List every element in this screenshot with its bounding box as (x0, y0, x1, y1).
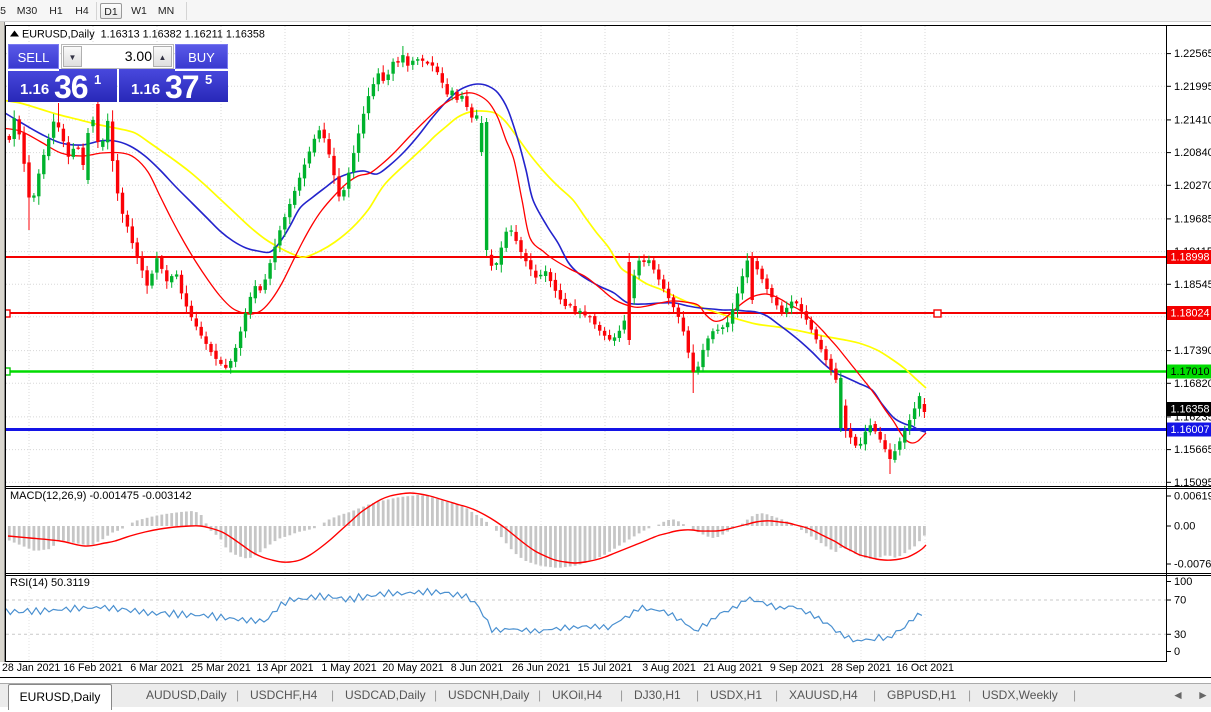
svg-text:30: 30 (1174, 629, 1186, 641)
svg-text:1.16358: 1.16358 (1171, 404, 1210, 416)
svg-text:1.17390: 1.17390 (1174, 345, 1211, 357)
svg-text:13 Apr 2021: 13 Apr 2021 (256, 662, 313, 674)
svg-text:1.21410: 1.21410 (1174, 114, 1211, 126)
svg-text:RSI(14) 50.3119: RSI(14) 50.3119 (10, 577, 90, 589)
svg-text:16 Oct 2021: 16 Oct 2021 (896, 662, 954, 674)
svg-text:1.16007: 1.16007 (1171, 424, 1210, 436)
svg-text:1.17010: 1.17010 (1171, 366, 1210, 378)
svg-text:8 Jun 2021: 8 Jun 2021 (451, 662, 504, 674)
svg-text:16 Feb 2021: 16 Feb 2021 (63, 662, 123, 674)
svg-text:28 Jan 2021: 28 Jan 2021 (2, 662, 60, 674)
svg-text:1.22565: 1.22565 (1174, 48, 1211, 60)
svg-text:3 Aug 2021: 3 Aug 2021 (642, 662, 696, 674)
svg-text:25 Mar 2021: 25 Mar 2021 (191, 662, 251, 674)
svg-text:1.18545: 1.18545 (1174, 279, 1211, 291)
svg-text:26 Jun 2021: 26 Jun 2021 (512, 662, 570, 674)
svg-text:9 Sep 2021: 9 Sep 2021 (770, 662, 824, 674)
svg-text:1.16820: 1.16820 (1174, 378, 1211, 390)
svg-text:1.20840: 1.20840 (1174, 147, 1211, 159)
svg-text:MACD(12,26,9) -0.001475 -0.003: MACD(12,26,9) -0.001475 -0.003142 (10, 490, 192, 502)
svg-text:1.15665: 1.15665 (1174, 444, 1211, 456)
svg-text:1.20270: 1.20270 (1174, 180, 1211, 192)
svg-text:20 May 2021: 20 May 2021 (382, 662, 443, 674)
svg-text:15 Jul 2021: 15 Jul 2021 (578, 662, 633, 674)
svg-text:1.19685: 1.19685 (1174, 213, 1211, 225)
svg-text:1.15095: 1.15095 (1174, 477, 1211, 489)
svg-text:1 May 2021: 1 May 2021 (321, 662, 376, 674)
svg-text:0.00: 0.00 (1174, 521, 1195, 533)
svg-text:28 Sep 2021: 28 Sep 2021 (831, 662, 891, 674)
svg-text:EURUSD,Daily 1.16313 1.16382: EURUSD,Daily 1.16313 1.16382 1.16211 1.1… (22, 29, 265, 41)
svg-text:0: 0 (1174, 646, 1180, 658)
svg-text:6 Mar 2021: 6 Mar 2021 (130, 662, 184, 674)
svg-text:21 Aug 2021: 21 Aug 2021 (703, 662, 763, 674)
svg-text:100: 100 (1174, 576, 1192, 588)
svg-text:-0.007621: -0.007621 (1174, 559, 1211, 571)
svg-text:1.18024: 1.18024 (1171, 308, 1210, 320)
svg-text:1.18998: 1.18998 (1171, 252, 1210, 264)
svg-text:70: 70 (1174, 595, 1186, 607)
svg-text:1.21995: 1.21995 (1174, 81, 1211, 93)
svg-text:0.006193: 0.006193 (1174, 491, 1211, 503)
